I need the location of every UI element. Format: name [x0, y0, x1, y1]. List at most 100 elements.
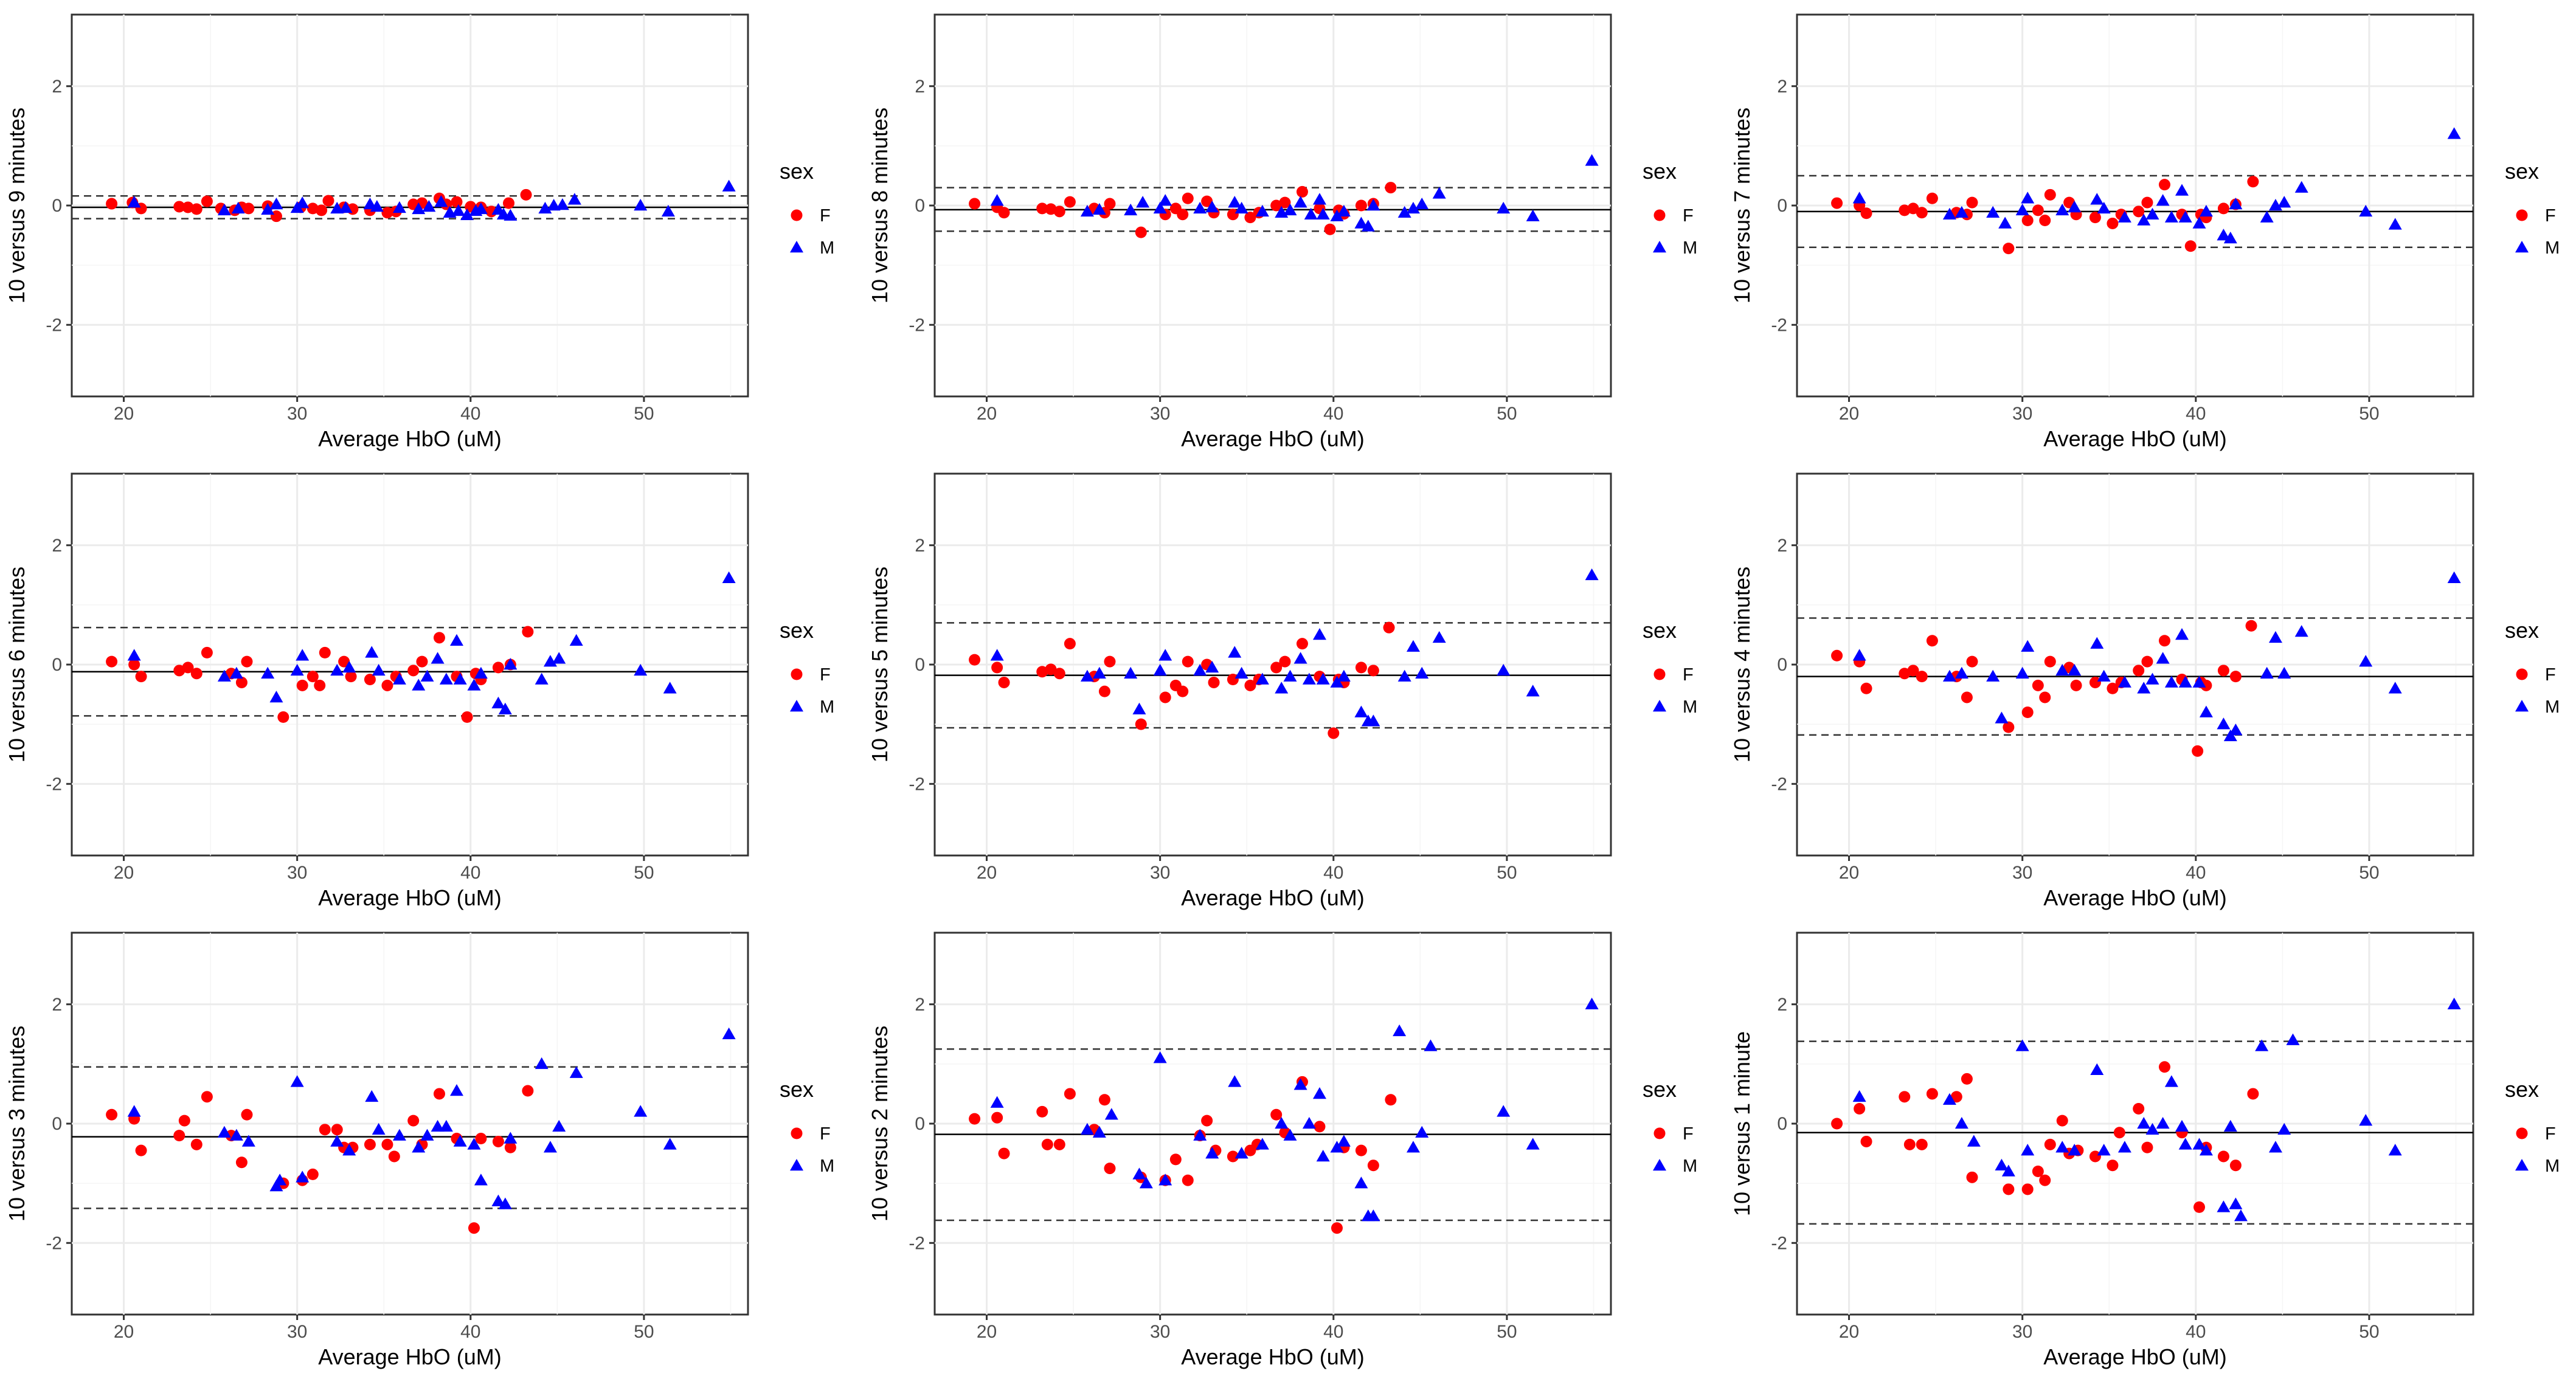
point-female	[2021, 215, 2034, 227]
legend-title: sex	[780, 159, 814, 184]
point-male	[370, 199, 384, 212]
point-female	[1916, 671, 1928, 683]
point-male	[1330, 676, 1344, 688]
point-female	[2089, 212, 2101, 224]
point-female	[106, 655, 118, 668]
legend-label-M: M	[2545, 697, 2560, 717]
x-axis-title: Average HbO (uM)	[318, 426, 501, 451]
point-female	[1270, 1108, 1283, 1121]
y-tick-label: -2	[909, 1233, 925, 1253]
legend: sex FM	[2505, 159, 2560, 258]
point-male	[1415, 666, 1429, 679]
point-female	[1177, 209, 1189, 221]
point-male	[2192, 216, 2206, 229]
gridlines	[935, 933, 1611, 1315]
point-female	[1355, 1144, 1367, 1156]
y-tick-label: 2	[1777, 995, 1787, 1015]
y-tick-label: 2	[1777, 536, 1787, 556]
point-male	[2137, 1117, 2151, 1129]
point-female	[2245, 620, 2257, 632]
point-male	[1124, 666, 1138, 679]
point-male	[1366, 714, 1380, 727]
point-male	[2164, 210, 2178, 223]
point-male	[1432, 187, 1446, 199]
point-male	[1153, 1051, 1167, 1063]
point-female	[314, 679, 326, 691]
point-male	[217, 1125, 231, 1138]
point-male	[2068, 663, 2082, 676]
point-female	[407, 1115, 420, 1127]
point-female	[1926, 1088, 1938, 1100]
point-male	[372, 1122, 386, 1135]
x-tick-label: 50	[1497, 404, 1517, 424]
legend-label-M: M	[1683, 1156, 1697, 1176]
point-female	[381, 1138, 393, 1150]
point-male	[365, 1090, 379, 1102]
point-male	[2090, 193, 2104, 205]
point-female	[969, 1113, 981, 1125]
y-axis-title: 10 versus 4 minutes	[1729, 567, 1754, 762]
point-female	[1036, 666, 1048, 678]
point-female	[1854, 1102, 1866, 1115]
point-male	[1153, 201, 1167, 214]
legend-key-female	[1653, 209, 1666, 221]
point-male	[1304, 207, 1318, 219]
point-female	[381, 207, 393, 219]
point-male	[2097, 669, 2111, 682]
point-female	[2107, 682, 2119, 694]
point-male	[2223, 729, 2237, 741]
point-male	[1205, 1147, 1219, 1159]
point-female	[1966, 655, 1978, 668]
point-male	[1293, 652, 1307, 664]
point-male	[1139, 1177, 1153, 1189]
point-male	[1942, 207, 1956, 219]
point-male	[217, 203, 231, 216]
point-male	[1330, 209, 1344, 221]
series-M	[990, 997, 1599, 1222]
point-female	[1961, 1073, 1973, 1085]
point-male	[1497, 1105, 1511, 1117]
series-M	[127, 1027, 736, 1209]
point-female	[1177, 685, 1189, 697]
point-female	[106, 1108, 118, 1121]
point-female	[2089, 1150, 2101, 1163]
y-tick-label: 0	[52, 1114, 62, 1134]
point-male	[241, 1135, 255, 1147]
point-male	[661, 204, 675, 217]
point-male	[2097, 1144, 2111, 1156]
point-female	[2107, 1160, 2119, 1172]
point-male	[339, 201, 353, 213]
x-tick-label: 40	[2186, 863, 2206, 883]
point-female	[1201, 195, 1213, 207]
point-male	[1283, 203, 1297, 216]
point-male	[412, 679, 426, 691]
point-female	[2113, 1127, 2125, 1139]
point-male	[2145, 207, 2159, 219]
gridlines	[1797, 474, 2473, 855]
point-male	[504, 1132, 518, 1144]
point-male	[2164, 1075, 2178, 1087]
point-female	[1053, 668, 1065, 680]
point-male	[439, 672, 453, 685]
point-male	[1406, 201, 1420, 214]
point-female	[2032, 1166, 2044, 1177]
legend-title: sex	[780, 618, 814, 643]
series-M	[990, 568, 1599, 727]
point-male	[1312, 627, 1326, 640]
point-male	[231, 201, 245, 214]
point-male	[1193, 1128, 1207, 1141]
panel-6: 20 30 40 50 -2 0 2 Average HbO (uM) 10 versus 4 …	[1729, 472, 2560, 910]
legend-key-female	[2516, 209, 2528, 221]
x-tick-label: 30	[2012, 404, 2032, 424]
point-male	[2223, 231, 2237, 244]
point-male	[722, 571, 736, 583]
x-tick-label: 40	[1323, 863, 1343, 883]
point-female	[1903, 1138, 1916, 1150]
point-male	[2178, 210, 2192, 223]
legend-key-male	[2515, 700, 2529, 712]
point-male	[1312, 193, 1326, 205]
point-male	[474, 202, 488, 215]
point-female	[1244, 679, 1256, 691]
point-female	[306, 671, 319, 683]
point-male	[342, 660, 356, 673]
